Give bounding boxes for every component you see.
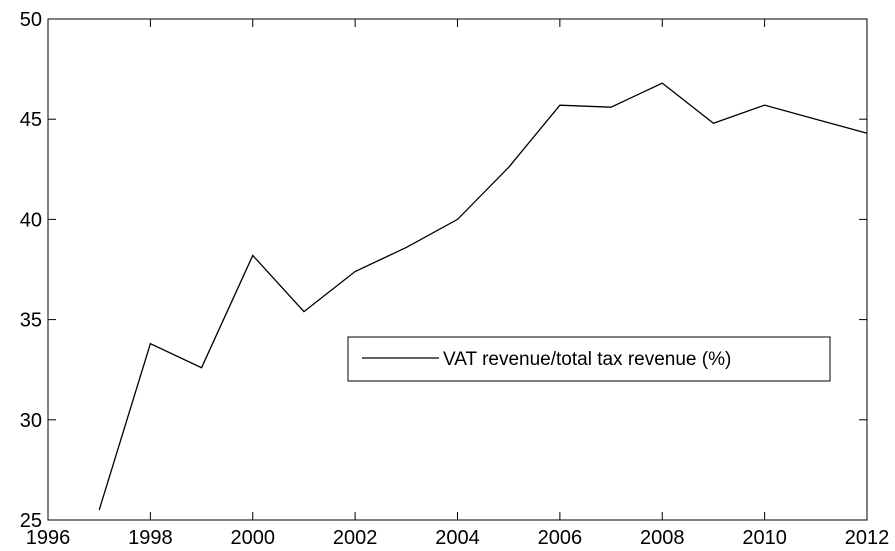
y-tick-label: 45 bbox=[20, 109, 42, 131]
x-tick-label: 2010 bbox=[742, 527, 787, 549]
series-layer bbox=[98, 82, 868, 511]
y-tick-label: 40 bbox=[20, 209, 42, 231]
legend-entry-label: VAT revenue/total tax revenue (%) bbox=[443, 349, 731, 370]
y-axis: 25 30 35 40 45 50 bbox=[20, 9, 867, 532]
legend: VAT revenue/total tax revenue (%) bbox=[347, 336, 831, 382]
legend-box bbox=[347, 336, 831, 382]
plot-area bbox=[47, 18, 868, 521]
x-tick-label: 2008 bbox=[640, 527, 685, 549]
y-tick-label: 30 bbox=[20, 410, 42, 432]
x-tick-label: 2002 bbox=[333, 527, 378, 549]
x-tick-label: 2012 bbox=[845, 527, 890, 549]
y-tick-label: 50 bbox=[20, 9, 42, 31]
x-axis: 1996 1998 2000 2002 2004 2006 2008 2010 2012 bbox=[26, 19, 890, 549]
x-tick-label: 2004 bbox=[435, 527, 480, 549]
x-tick-label: 2006 bbox=[538, 527, 583, 549]
series-line-0 bbox=[98, 82, 868, 511]
x-tick-label: 1998 bbox=[128, 527, 173, 549]
x-tick-label: 2000 bbox=[231, 527, 276, 549]
y-tick-label: 35 bbox=[20, 310, 42, 332]
x-tick-label: 1996 bbox=[26, 527, 71, 549]
y-tick-label: 25 bbox=[20, 510, 42, 532]
